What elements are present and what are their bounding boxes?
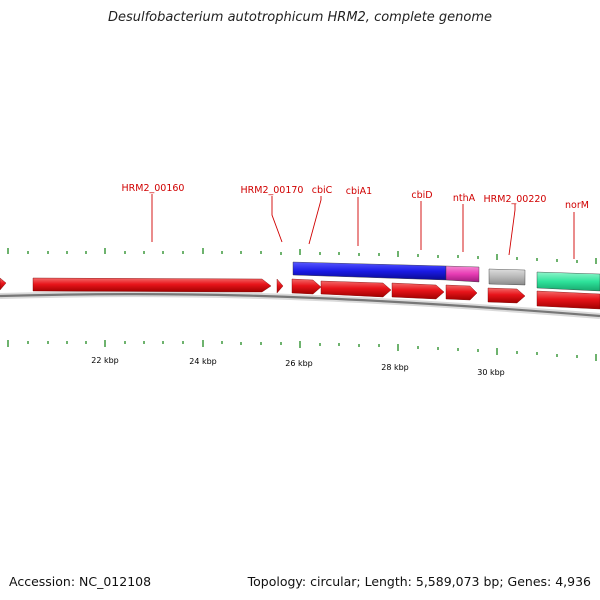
- gene-label[interactable]: nthA: [453, 193, 476, 204]
- gene-arrow[interactable]: [276, 278, 284, 294]
- gene-label[interactable]: cbiA1: [346, 186, 372, 197]
- cog-block-blue[interactable]: [292, 261, 447, 281]
- gene-label[interactable]: cbiD: [411, 190, 432, 201]
- gene-arrow[interactable]: [32, 277, 272, 293]
- kbp-label: 30 kbp: [477, 368, 505, 377]
- cog-block-magenta[interactable]: [445, 265, 480, 283]
- accession-text: Accession: NC_012108: [9, 574, 152, 589]
- gene-track: [0, 277, 600, 310]
- gene-arrow[interactable]: [391, 282, 445, 300]
- gene-arrow[interactable]: [536, 290, 600, 310]
- gene-arrow[interactable]: [320, 280, 392, 298]
- gene-arrow[interactable]: [291, 278, 322, 295]
- gene-arrow[interactable]: [0, 277, 7, 291]
- genome-backbone-outline: [0, 292, 600, 318]
- inner-tick-marks: [7, 340, 597, 361]
- kbp-label: 26 kbp: [285, 359, 313, 368]
- kbp-label: 22 kbp: [91, 356, 119, 365]
- label-leader-lines: [151, 194, 575, 259]
- gene-arrow[interactable]: [445, 284, 478, 301]
- cog-block-gray[interactable]: [488, 268, 526, 286]
- kbp-label: 24 kbp: [189, 357, 217, 366]
- kbp-label: 28 kbp: [381, 363, 409, 372]
- gene-label[interactable]: cbiC: [312, 185, 333, 196]
- topology-text: Topology: circular; Length: 5,589,073 bp…: [247, 574, 591, 589]
- outer-tick-marks: [7, 248, 597, 264]
- gene-label[interactable]: HRM2_00220: [484, 194, 547, 205]
- cog-track: [292, 261, 600, 292]
- gene-label[interactable]: HRM2_00160: [122, 183, 185, 194]
- map-title: Desulfobacterium autotrophicum HRM2, com…: [107, 10, 493, 25]
- cog-block-green[interactable]: [536, 271, 600, 292]
- gene-label[interactable]: HRM2_00170: [241, 185, 304, 196]
- gene-arrow[interactable]: [487, 287, 526, 304]
- gene-label[interactable]: norM: [565, 200, 589, 211]
